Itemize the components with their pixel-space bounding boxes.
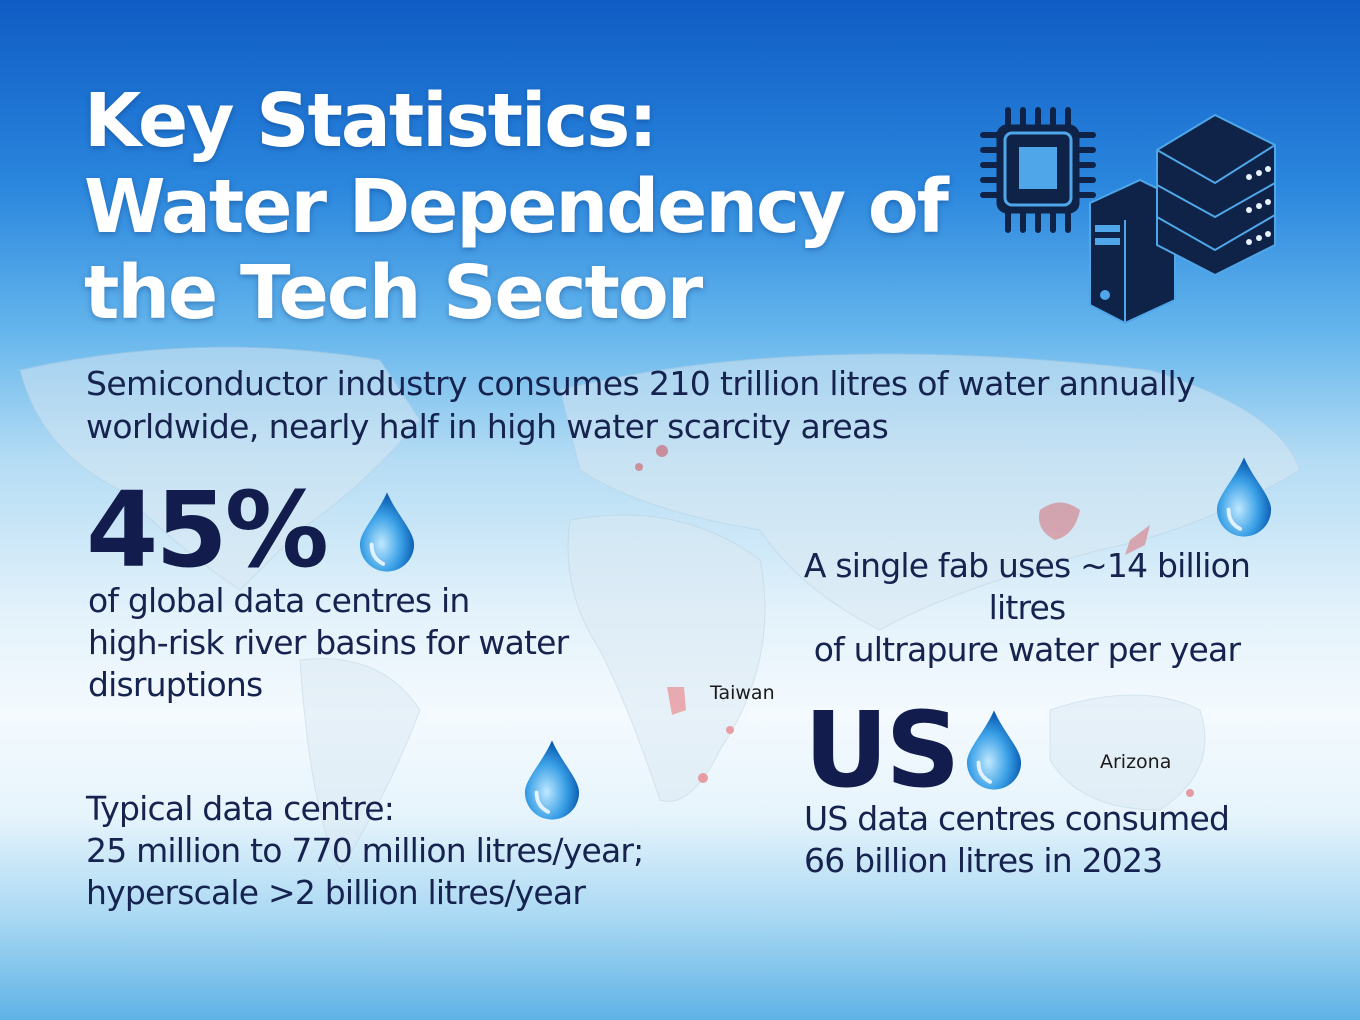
stat-us: US (804, 689, 960, 811)
microchip-icon (980, 107, 1096, 233)
water-drop-icon (1215, 455, 1273, 537)
map-label-arizona: Arizona (1100, 751, 1172, 773)
hotspot-taiwan-region (667, 687, 686, 715)
text-line: 25 million to 770 million litres/year; (86, 831, 644, 870)
map-label-taiwan: Taiwan (710, 682, 775, 704)
subtitle-line: Semiconductor industry consumes 210 tril… (86, 364, 1196, 403)
hotspot (635, 463, 643, 471)
stat-us-description: US data centres consumed 66 billion litr… (804, 798, 1230, 882)
title-line: Water Dependency of (84, 164, 949, 250)
stat-45-description: of global data centres in high-risk rive… (88, 580, 569, 706)
map-australia (1049, 694, 1206, 811)
map-north-america (19, 346, 421, 591)
hotspot-japan (1125, 525, 1150, 555)
stat-fab: A single fab uses ~14 billion litres of … (762, 545, 1292, 671)
text-line: disruptions (88, 665, 263, 704)
text-line: of global data centres in (88, 581, 470, 620)
water-drop-icon (965, 708, 1023, 790)
map-south-america (299, 658, 421, 872)
subtitle-line: worldwide, nearly half in high water sca… (86, 407, 889, 446)
server-stack-icon (1156, 113, 1276, 277)
subtitle: Semiconductor industry consumes 210 tril… (86, 362, 1196, 448)
title-line: Key Statistics: (84, 78, 658, 164)
hotspot-china (1039, 502, 1080, 540)
text-line: A single fab uses ~14 billion litres (803, 546, 1251, 627)
hotspot (726, 726, 734, 734)
text-line: 66 billion litres in 2023 (804, 841, 1163, 880)
hotspot (698, 773, 708, 783)
water-drop-icon (358, 490, 416, 572)
map-europe-asia (559, 353, 1301, 631)
water-drop-icon (523, 738, 581, 820)
page-title: Key Statistics: Water Dependency of the … (84, 78, 949, 336)
text-line: Typical data centre: (86, 789, 395, 828)
text-line: of ultrapure water per year (813, 630, 1241, 669)
text-line: US data centres consumed (804, 799, 1230, 838)
tech-icons (980, 107, 1276, 325)
title-line: the Tech Sector (84, 250, 703, 336)
text-line: high-risk river basins for water (88, 623, 569, 662)
text-line: hyperscale >2 billion litres/year (86, 873, 586, 912)
stat-typical: Typical data centre: 25 million to 770 m… (86, 788, 644, 914)
stat-45-percent: 45% (86, 469, 329, 591)
world-map-background (19, 346, 1301, 872)
map-africa (567, 514, 766, 802)
hotspot (656, 445, 668, 457)
hotspot (1186, 789, 1194, 797)
server-tower-icon (1089, 178, 1176, 325)
